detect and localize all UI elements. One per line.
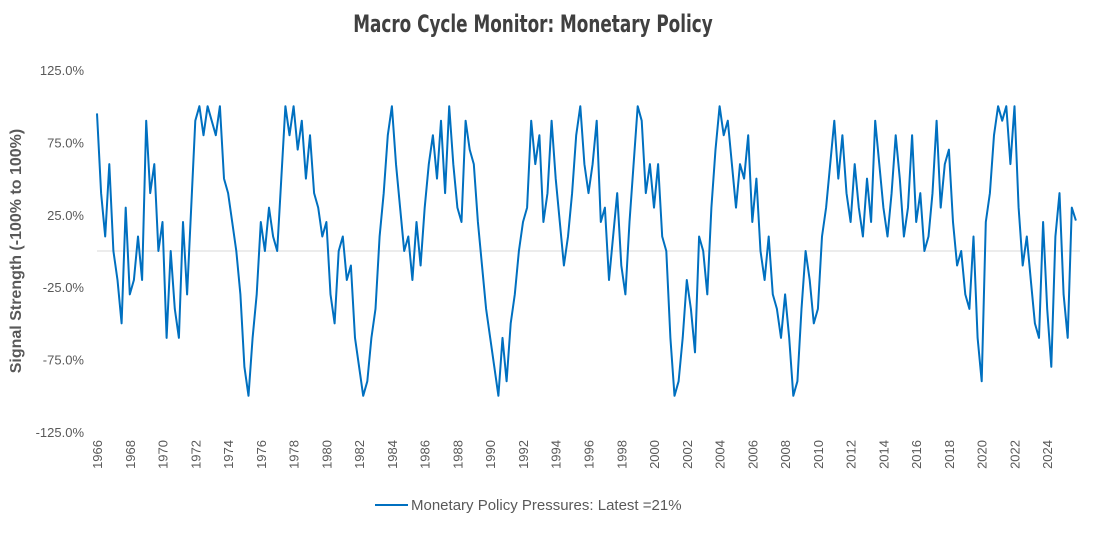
x-tick-label: 2010	[811, 440, 826, 469]
x-tick-label: 1980	[319, 440, 334, 469]
x-tick-label: 2012	[844, 440, 859, 469]
y-tick-label: -25.0%	[43, 280, 85, 295]
x-tick-label: 2020	[975, 440, 990, 469]
x-tick-label: 2002	[680, 440, 695, 469]
x-tick-label: 1966	[90, 440, 105, 469]
x-tick-label: 2004	[713, 440, 728, 469]
x-tick-label: 2008	[778, 440, 793, 469]
x-tick-label: 1994	[549, 440, 564, 469]
x-tick-label: 1996	[582, 440, 597, 469]
x-tick-label: 1968	[123, 440, 138, 469]
x-tick-label: 2018	[942, 440, 957, 469]
chart-title: Macro Cycle Monitor: Monetary Policy	[353, 11, 713, 39]
x-tick-label: 2016	[909, 440, 924, 469]
x-tick-label: 1978	[287, 440, 302, 469]
x-tick-label: 1992	[516, 440, 531, 469]
legend-label: Monetary Policy Pressures: Latest =21%	[411, 497, 682, 514]
x-tick-label: 2024	[1040, 440, 1055, 469]
x-tick-label: 2022	[1007, 440, 1022, 469]
y-tick-label: 125.0%	[40, 63, 85, 78]
x-tick-label: 2014	[876, 440, 891, 469]
y-tick-label: -75.0%	[43, 353, 85, 368]
x-tick-label: 1982	[352, 440, 367, 469]
x-tick-label: 1970	[156, 440, 171, 469]
x-tick-label: 1972	[188, 440, 203, 469]
x-tick-label: 2000	[647, 440, 662, 469]
x-tick-label: 1990	[483, 440, 498, 469]
y-tick-label: 75.0%	[47, 135, 84, 150]
x-tick-label: 1986	[418, 440, 433, 469]
x-tick-label: 1998	[614, 440, 629, 469]
x-tick-label: 2006	[745, 440, 760, 469]
series-line	[96, 105, 1077, 397]
y-tick-label: 25.0%	[47, 208, 84, 223]
x-tick-label: 1988	[450, 440, 465, 469]
x-tick-label: 1974	[221, 440, 236, 469]
y-axis-label: Signal Strength (-100% to 100%)	[8, 129, 25, 374]
x-tick-label: 1984	[385, 440, 400, 469]
y-tick-label: -125.0%	[36, 425, 85, 440]
x-tick-label: 1976	[254, 440, 269, 469]
